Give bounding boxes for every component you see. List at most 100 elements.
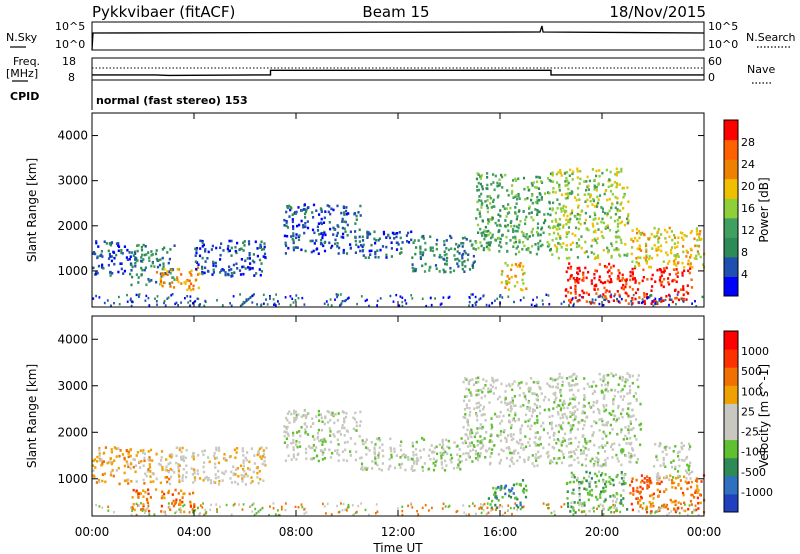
power-echo-cell [582,291,585,295]
nsky-top-tick: 10^5 [55,20,85,33]
velocity-echo-cell [241,477,244,480]
velocity-echo-cell [629,491,632,495]
power-echo-cell [470,244,473,247]
power-echo-cell [120,267,123,271]
power-echo-cell [531,227,534,231]
velocity-echo-cell [573,398,576,401]
velocity-echo-cell [650,481,653,485]
power-echo-cell [514,206,517,209]
velocity-echo-cell [547,408,550,411]
velocity-echo-cell [655,475,659,479]
velocity-echo-cell [633,434,636,438]
velocity-noise-cell [376,510,379,513]
power-echo-cell [136,249,139,253]
velocity-noise-cell [232,504,235,507]
power-echo-cell [549,213,552,217]
velocity-echo-cell [613,442,616,445]
velocity-echo-cell [300,415,303,418]
power-echo-cell [511,263,514,267]
velocity-echo-cell [588,471,592,475]
velocity-noise-cell [233,502,236,506]
velocity-echo-cell [598,470,601,474]
velocity-echo-cell [429,457,432,461]
power-echo-cell [226,247,229,251]
power-noise-cell [239,293,241,296]
power-echo-cell [640,249,643,252]
power-echo-cell [645,244,648,248]
velocity-noise-cell [280,508,283,511]
velocity-echo-cell [349,437,352,440]
velocity-noise-cell [168,502,170,505]
velocity-echo-cell [316,454,319,458]
power-noise-cell [137,294,140,297]
velocity-echo-cell [539,442,542,446]
power-echo-cell [482,248,485,252]
velocity-echo-cell [607,390,610,393]
velocity-echo-cell [604,485,608,489]
velocity-echo-cell [432,461,435,465]
velocity-echo-cell [599,464,602,468]
velocity-echo-cell [610,510,613,514]
velocity-echo-cell [413,469,416,472]
power-echo-cell [521,288,524,292]
velocity-echo-cell [371,460,374,463]
power-echo-cell [563,211,567,214]
velocity-echo-cell [381,443,384,446]
velocity-echo-cell [636,457,639,461]
power-echo-cell [510,192,513,195]
power-echo-cell [161,256,164,260]
velocity-echo-cell [364,446,368,449]
power-echo-cell [342,205,345,208]
velocity-echo-cell [497,499,500,502]
velocity-echo-cell [511,418,514,422]
velocity-echo-cell [189,503,192,507]
power-echo-cell [583,180,586,183]
velocity-noise-cell [610,506,613,509]
velocity-echo-cell [628,385,631,388]
power-echo-cell [651,285,654,288]
power-echo-cell [663,277,666,281]
velocity-echo-cell [575,448,578,451]
velocity-echo-cell [611,499,615,503]
velocity-noise-cell [280,505,283,509]
power-echo-cell [336,224,339,227]
velocity-echo-cell [592,464,595,468]
power-echo-cell [450,236,453,240]
power-echo-cell [486,183,489,187]
velocity-echo-cell [117,466,120,470]
velocity-echo-cell [635,489,638,493]
velocity-echo-cell [526,406,529,409]
velocity-echo-cell [184,456,187,460]
velocity-echo-cell [617,404,620,408]
power-echo-cell [624,291,627,295]
power-echo-cell [485,230,488,233]
power-echo-cell [593,301,596,305]
power-echo-cell [540,180,543,183]
power-noise-cell [479,297,482,300]
power-echo-cell [589,199,592,203]
power-echo-cell [562,214,565,217]
velocity-echo-cell [673,507,676,511]
velocity-echo-cell [468,399,471,402]
power-echo-cell [354,222,357,225]
velocity-echo-cell [576,408,579,411]
velocity-echo-cell [658,444,661,448]
power-echo-cell [693,237,696,241]
velocity-echo-cell [502,449,505,453]
velocity-echo-cell [626,508,629,511]
velocity-echo-cell [320,416,323,419]
power-echo-cell [656,302,659,305]
velocity-echo-cell [94,466,97,469]
velocity-echo-cell [617,383,620,386]
power-echo-cell [474,240,477,243]
velocity-echo-cell [102,460,105,463]
velocity-echo-cell [309,446,312,450]
power-echo-cell [558,183,561,187]
power-echo-cell [452,269,456,273]
velocity-echo-cell [192,481,195,484]
velocity-echo-cell [591,392,594,395]
velocity-echo-cell [640,496,643,500]
power-echo-cell [554,225,557,229]
power-echo-cell [159,258,162,261]
